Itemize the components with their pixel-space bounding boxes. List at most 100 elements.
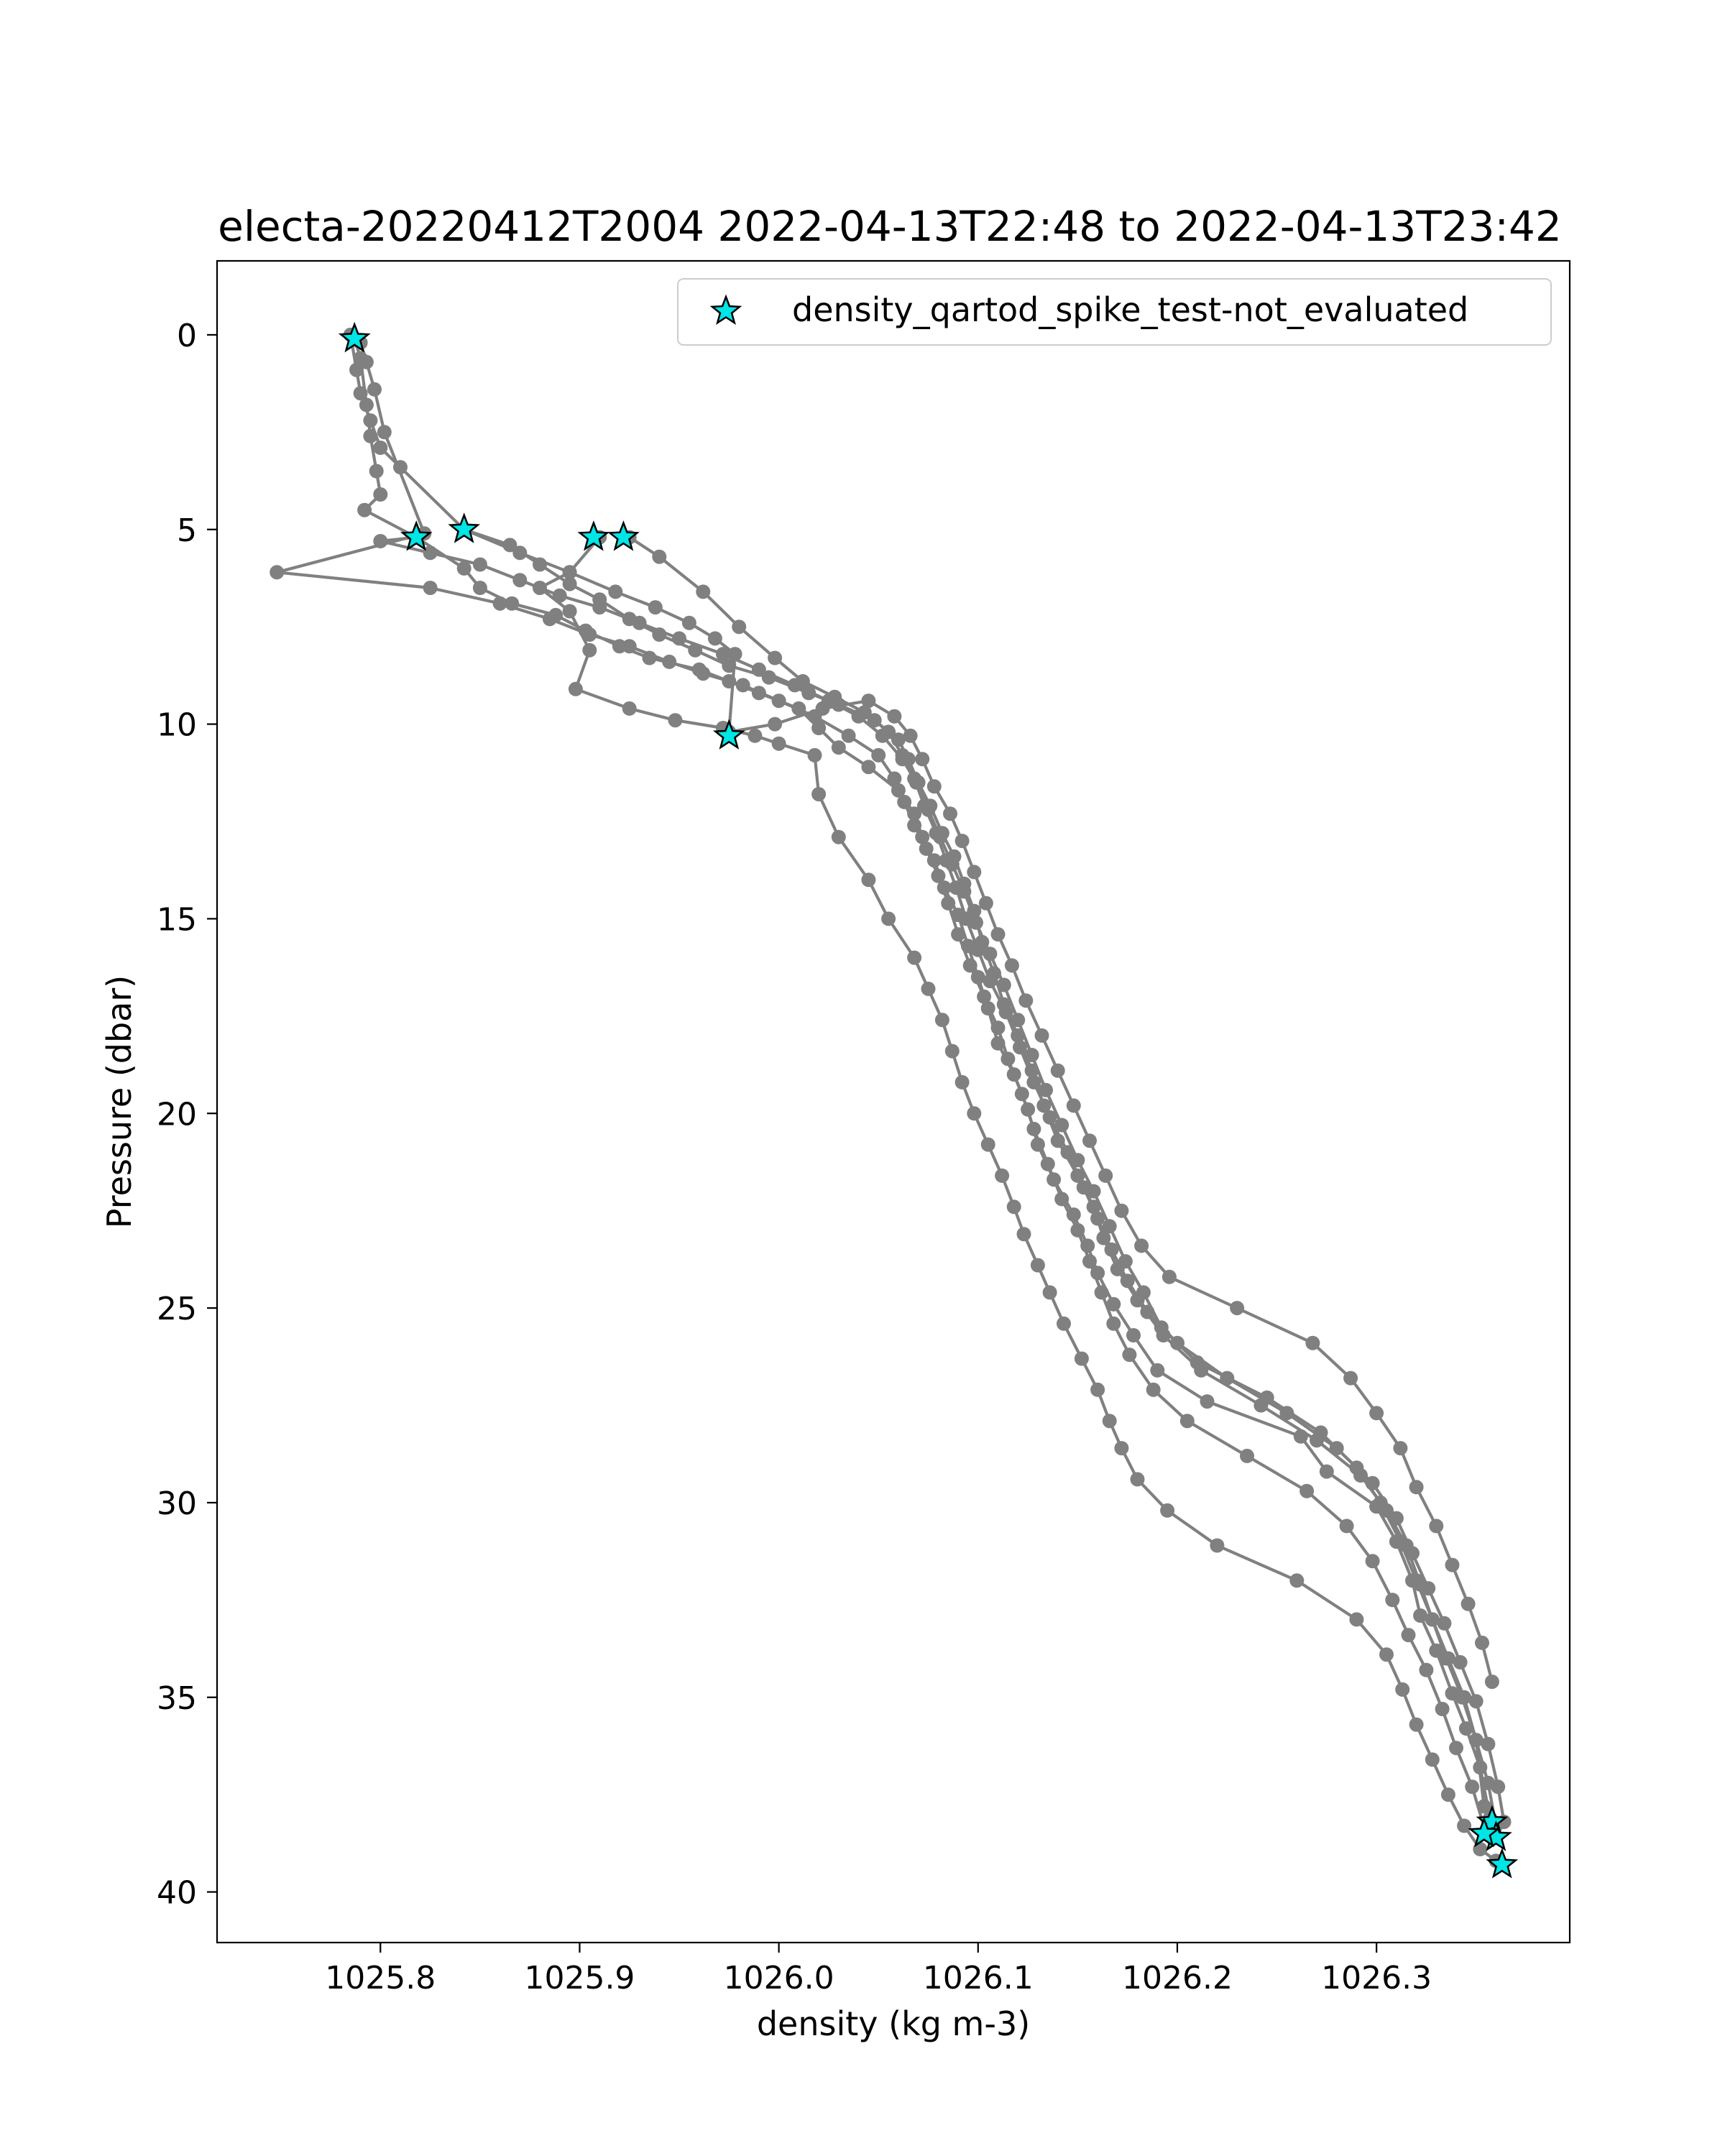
y-tick-label: 35 <box>157 1680 197 1717</box>
data-point <box>871 747 886 763</box>
data-point <box>1026 1121 1041 1136</box>
data-point <box>1440 1787 1455 1802</box>
data-point <box>943 806 957 821</box>
data-point <box>1150 1363 1165 1378</box>
data-point <box>492 596 507 611</box>
data-point <box>998 1005 1013 1020</box>
data-point <box>768 717 783 732</box>
data-point <box>944 857 960 872</box>
data-point <box>1040 1156 1055 1171</box>
data-point <box>472 557 487 572</box>
data-point <box>1465 1779 1480 1795</box>
data-point <box>608 584 623 599</box>
data-point <box>1435 1702 1450 1716</box>
data-point <box>811 721 827 735</box>
data-point <box>807 747 822 763</box>
data-point <box>1349 1612 1364 1627</box>
data-point <box>1300 1483 1315 1498</box>
x-tick-label: 1026.1 <box>923 1960 1034 1996</box>
y-tick-label: 30 <box>157 1485 197 1522</box>
data-point <box>1230 1301 1245 1316</box>
plot-frame <box>216 259 1571 1944</box>
data-point <box>996 977 1011 992</box>
spike-test-marker <box>338 321 371 353</box>
profile-line <box>275 342 1494 1839</box>
data-point <box>995 1168 1010 1183</box>
data-point <box>735 678 750 693</box>
data-point <box>990 1021 1006 1036</box>
data-point <box>652 549 667 564</box>
data-point <box>1393 1534 1408 1549</box>
data-point <box>1476 1799 1491 1814</box>
data-point <box>983 946 998 962</box>
data-point <box>1289 1573 1305 1588</box>
data-point <box>1409 1573 1424 1588</box>
data-point <box>1373 1495 1388 1510</box>
data-point <box>1429 1643 1444 1658</box>
data-point <box>811 787 827 802</box>
data-point <box>512 573 528 588</box>
data-point <box>1042 1285 1057 1300</box>
legend: density_qartod_spike_test-not_evaluated <box>677 278 1552 346</box>
data-point <box>1000 1051 1016 1067</box>
data-point <box>977 989 992 1004</box>
legend-label: density_qartod_spike_test-not_evaluated <box>792 290 1468 329</box>
data-point <box>456 561 472 576</box>
data-point <box>562 565 577 580</box>
data-point <box>357 502 372 517</box>
data-point <box>696 584 711 599</box>
data-point <box>1481 1736 1496 1751</box>
data-point <box>1453 1655 1468 1669</box>
data-point <box>373 534 388 548</box>
data-point <box>1425 1612 1440 1627</box>
data-point <box>962 958 978 973</box>
spike-test-marker <box>448 512 481 543</box>
data-point <box>1313 1425 1328 1440</box>
data-point <box>1082 1133 1097 1148</box>
data-point <box>861 760 876 775</box>
data-point <box>1468 1694 1484 1709</box>
data-point <box>1200 1394 1215 1409</box>
spike-test-marker <box>712 719 745 750</box>
data-point <box>1102 1219 1117 1234</box>
data-point <box>1057 1316 1071 1331</box>
data-point <box>881 911 896 926</box>
data-point <box>954 1074 970 1089</box>
y-axis: 0 5 10 15 20 25 30 35 40 <box>157 318 217 1912</box>
data-point <box>1086 1184 1101 1199</box>
data-point <box>1457 1690 1472 1705</box>
plot-area <box>216 259 1571 1944</box>
data-point <box>1405 1546 1420 1561</box>
chart-title: electa-20220412T2004 2022-04-13T22:48 to… <box>218 202 1562 251</box>
data-point <box>1118 1254 1133 1269</box>
data-point <box>1491 1779 1506 1795</box>
data-point <box>748 728 763 743</box>
data-point <box>423 581 438 595</box>
data-point <box>1389 1511 1404 1526</box>
data-point <box>1475 1635 1489 1650</box>
x-axis-label: density (kg m-3) <box>757 2004 1030 2043</box>
data-point <box>716 647 730 662</box>
data-point <box>1425 1752 1440 1767</box>
data-point <box>472 581 487 595</box>
data-point <box>1445 1557 1460 1572</box>
data-point <box>1349 1460 1364 1475</box>
y-tick-label: 25 <box>157 1291 197 1327</box>
data-point <box>1365 1554 1380 1569</box>
data-point <box>1034 1028 1049 1043</box>
data-point <box>732 619 747 635</box>
data-point <box>851 709 866 724</box>
data-point <box>895 752 910 767</box>
data-point <box>1054 1192 1070 1207</box>
data-point <box>1070 1153 1085 1168</box>
data-point <box>1419 1662 1434 1677</box>
data-point <box>270 565 285 580</box>
data-point <box>771 694 786 709</box>
data-point <box>668 713 683 728</box>
data-point <box>1136 1285 1151 1300</box>
data-point <box>768 650 783 665</box>
data-point <box>1039 1082 1053 1097</box>
data-point <box>681 615 696 630</box>
data-point <box>1134 1238 1149 1253</box>
y-tick-label: 20 <box>157 1096 197 1133</box>
